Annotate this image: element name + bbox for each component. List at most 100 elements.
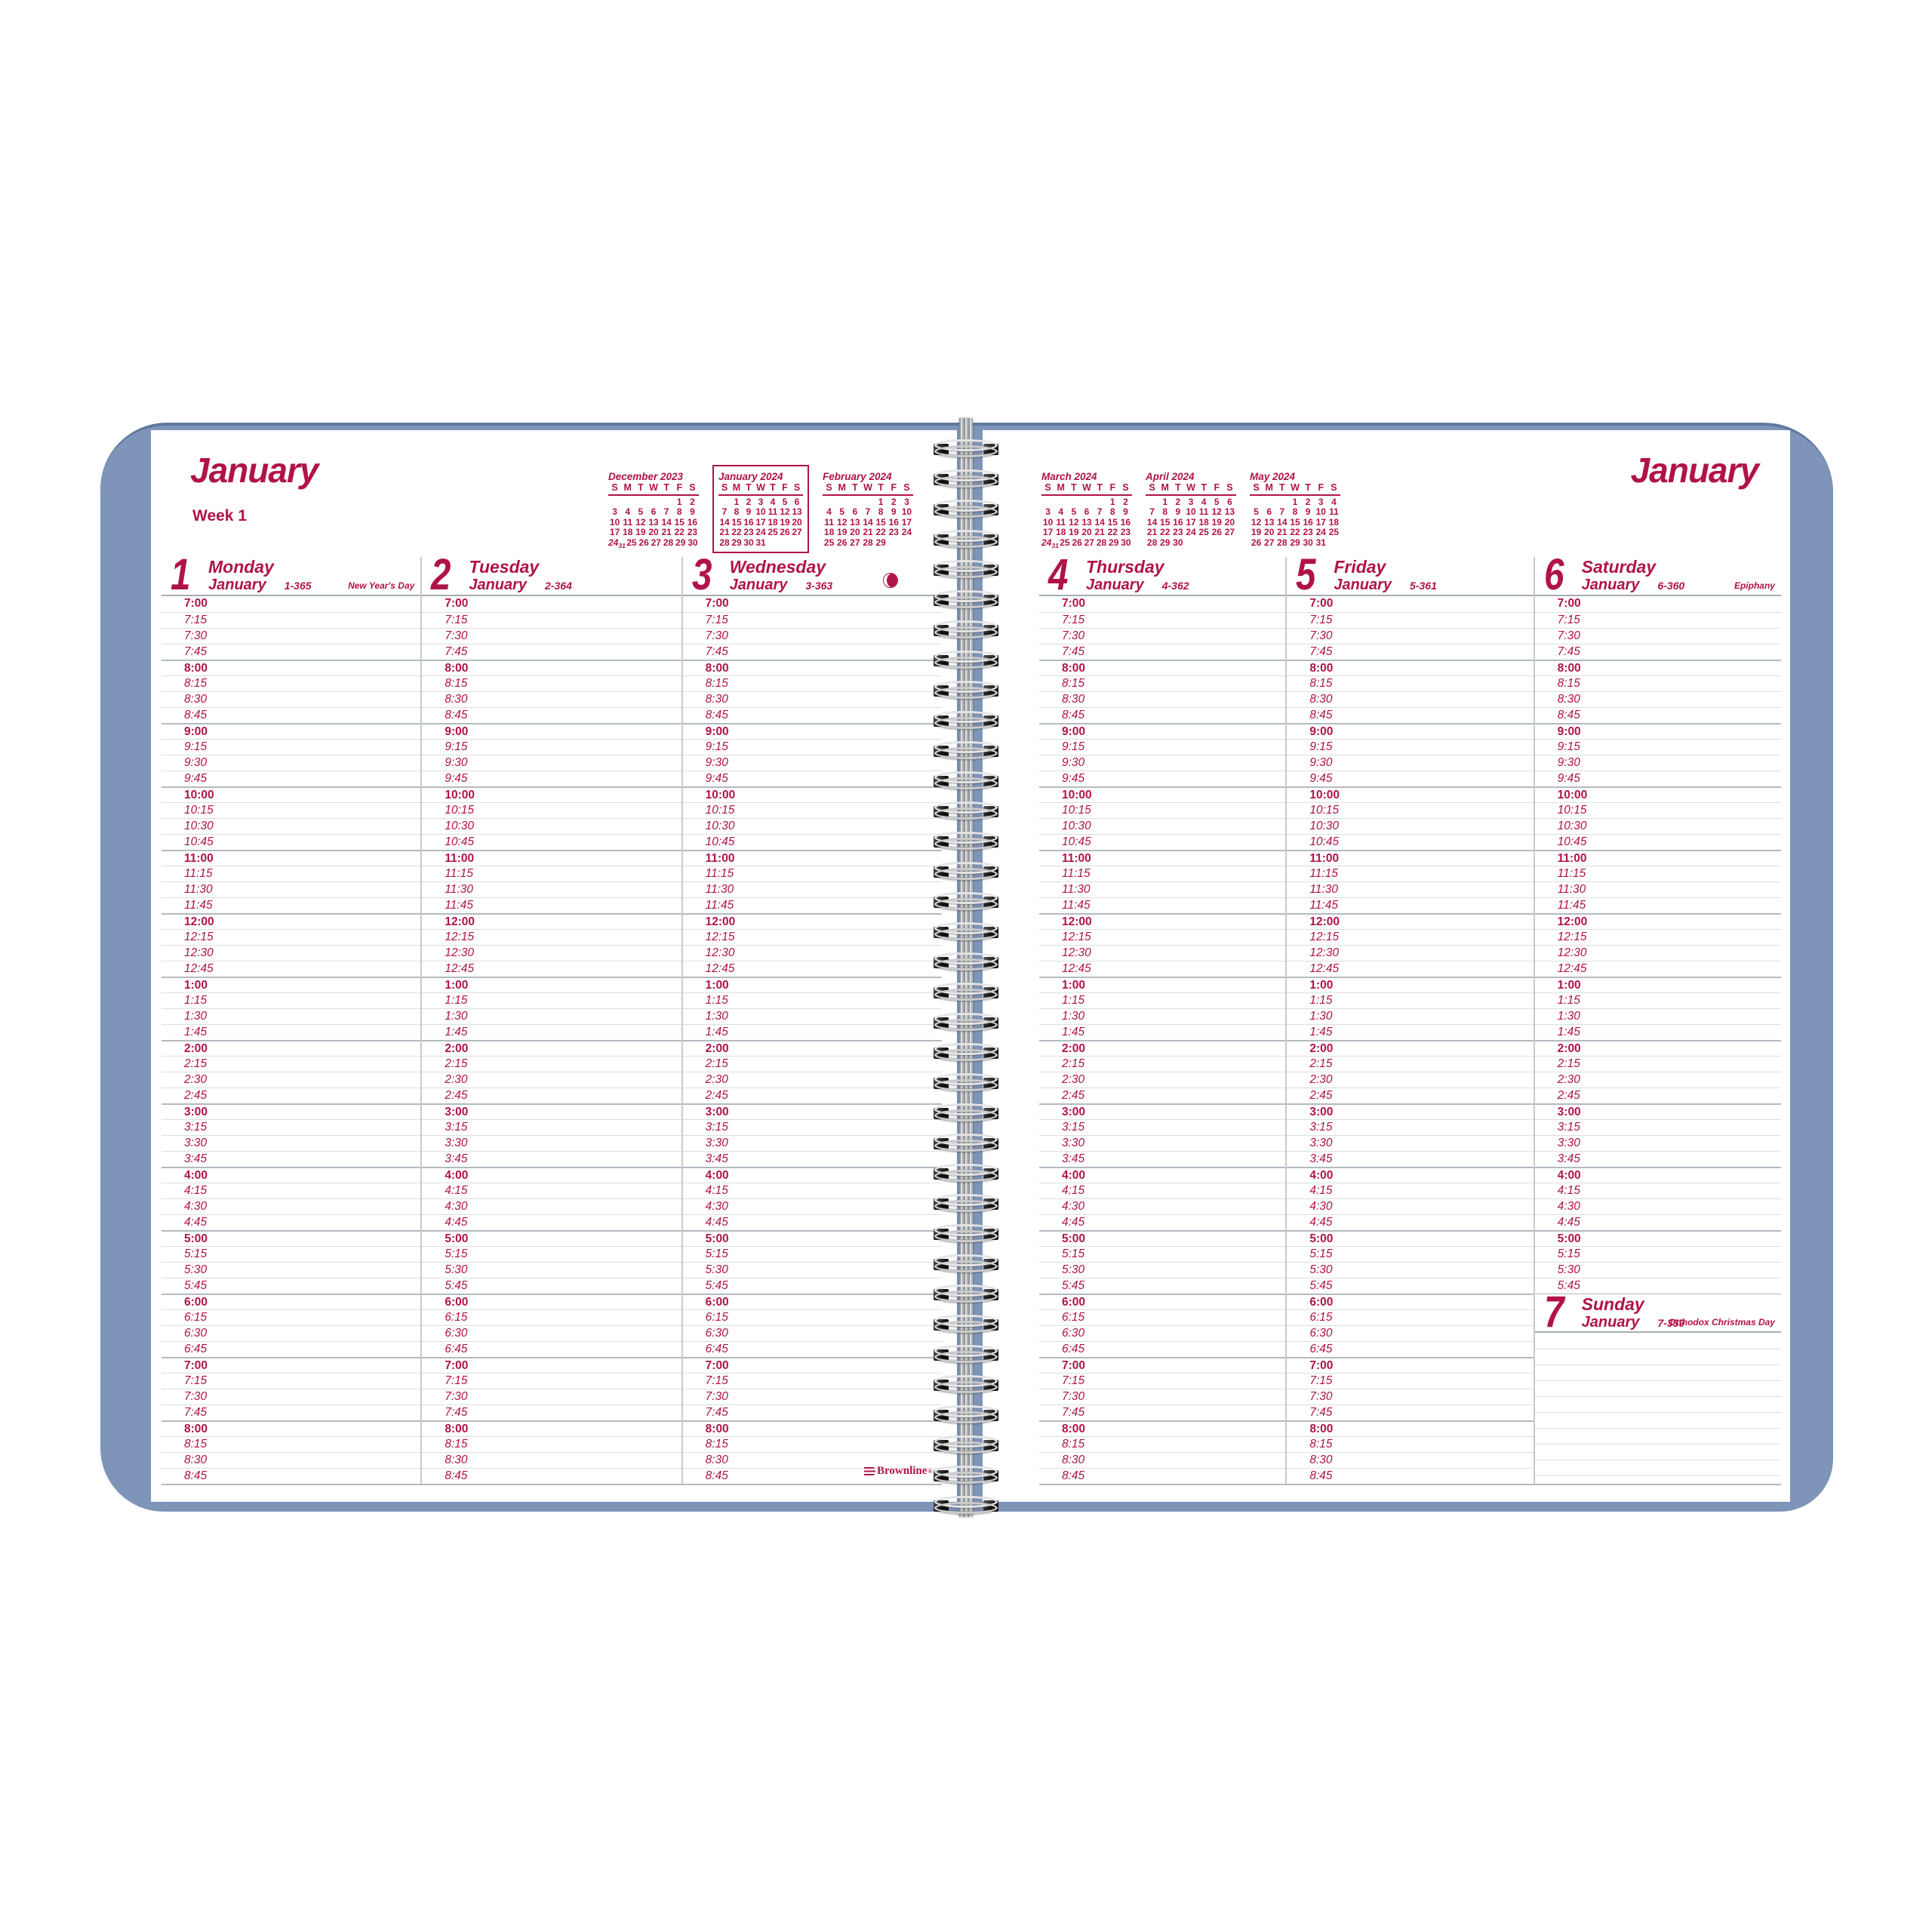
time-slot: 9:30: [162, 755, 421, 771]
mini-calendar-day: 29: [1160, 537, 1171, 548]
time-slot: 9:15: [1039, 739, 1286, 755]
day-of-year-code: 3-363: [805, 580, 833, 592]
time-slot: 7:30: [1287, 628, 1534, 644]
weekday-letter: T: [663, 482, 669, 493]
mini-calendar-day: 6: [1227, 497, 1232, 507]
time-slot: 2:15: [1287, 1056, 1534, 1072]
mini-calendar-day: [1198, 538, 1211, 548]
mini-calendar-day: [900, 538, 913, 548]
mini-calendar-day: 2: [746, 497, 752, 507]
time-slot: 8:45: [162, 1468, 421, 1484]
time-slot: 7:45: [1287, 1404, 1534, 1420]
coil-wire: [934, 596, 998, 608]
mini-calendar-day: [779, 538, 791, 548]
coil-wire: [934, 626, 998, 638]
mini-calendar-day: 8: [734, 506, 740, 518]
time-slot: 10:45: [1534, 834, 1781, 850]
time-slot: 12:45: [1039, 961, 1286, 977]
coil-loop: [934, 862, 998, 881]
coil-wire: [934, 566, 998, 578]
mini-calendar-day: 21: [1146, 527, 1158, 538]
day-header-tuesday: 2 Tuesday January 2-364: [422, 553, 681, 597]
time-slot: 3:45: [162, 1151, 421, 1167]
day-columns-left: 1 Monday January 1-365 New Year's Day 7:00 7:1…: [162, 553, 942, 1485]
mini-calendar-day: 7: [1149, 506, 1155, 518]
mini-calendar-day: 11: [623, 516, 633, 528]
coil-wire: [934, 747, 998, 759]
mini-calendar-day: 9: [891, 506, 897, 518]
time-slot: 10:00: [1287, 786, 1534, 802]
blank-row: [1534, 1460, 1781, 1475]
day-number: 5: [1296, 550, 1316, 599]
mini-calendar-week: 21 22 23 24 25 26 27: [1146, 527, 1236, 538]
mini-calendar-may-2024: May 2024 S M T W T F S 1 2 3 4 5 6 7 8 9 10 11 12 13 14 15 16 17…: [1250, 463, 1340, 548]
coil-wire: [934, 1260, 998, 1272]
time-slot: 11:15: [1039, 866, 1286, 881]
time-slot: 8:15: [1287, 1436, 1534, 1452]
mini-calendar-day: 23: [687, 527, 698, 538]
coil-wire: [934, 1502, 998, 1514]
left-page: January Week 1 December 2023 S M T W T F S 1 2 3 4 5…: [151, 430, 957, 1502]
coil-wire: [934, 1381, 998, 1393]
time-slot: 8:00: [1287, 1420, 1534, 1436]
mini-calendar-day: [1041, 497, 1054, 507]
mini-calendar-day: 28: [1146, 537, 1158, 548]
mini-calendar-day: 20: [1264, 527, 1275, 538]
mini-calendar-day: [1250, 497, 1263, 507]
time-slot: 3:00: [1534, 1103, 1781, 1119]
time-slot: 6:15: [422, 1309, 681, 1325]
mini-calendar-december-2023: December 2023 S M T W T F S 1 2 3 4 5 6 7 8 9 10 11 12 13 14 1…: [608, 463, 699, 549]
time-slot: 7:00: [1309, 597, 1334, 610]
time-slot: 8:45: [1534, 707, 1781, 723]
time-slot: 9:30: [682, 755, 942, 771]
weekday-letter: T: [770, 482, 776, 493]
weekday-letter: S: [1226, 482, 1233, 493]
time-slot: 3:45: [1287, 1151, 1534, 1167]
day-header-thursday: 4 Thursday January 4-362: [1039, 553, 1286, 597]
time-slot: 12:45: [162, 961, 421, 977]
mini-calendar-day: 10: [1315, 506, 1326, 518]
time-slot: 11:00: [1534, 850, 1781, 866]
time-slot: 8:30: [1534, 691, 1781, 707]
mini-calendar-day: 7: [663, 506, 669, 518]
time-slot: 12:30: [1287, 945, 1534, 961]
day-of-year-code: 7-359: [1657, 1317, 1685, 1329]
mini-calendar-title: February 2024: [823, 471, 892, 482]
time-slot: 1:45: [682, 1024, 942, 1040]
mini-calendar-day: 2: [1175, 497, 1181, 507]
mini-calendar-day: 17: [1315, 516, 1326, 528]
coil-loop: [934, 1194, 998, 1214]
time-slot: 11:15: [422, 866, 681, 881]
day-month: January: [1334, 577, 1392, 593]
weekday-letter: W: [1082, 482, 1091, 493]
time-slot: 8:00: [1039, 660, 1286, 675]
mini-calendar-day: 13: [792, 506, 802, 518]
mini-calendar-day: 26: [1211, 527, 1222, 538]
mini-calendar-day: 18: [623, 527, 633, 538]
mini-calendar-day: 20: [1081, 527, 1092, 538]
coil-loop: [934, 711, 998, 731]
mini-calendar-day: 20: [1224, 516, 1235, 528]
mini-calendar-day: 24: [901, 527, 912, 538]
mini-calendar-day: 6: [651, 506, 657, 518]
time-slot: 2:45: [1039, 1088, 1286, 1103]
mini-calendar-day: [634, 497, 647, 507]
weekday-letter: F: [1214, 482, 1220, 493]
day-of-year-code: 2-364: [545, 580, 572, 592]
time-slot: 7:15: [682, 1373, 942, 1389]
time-slot: 7:15: [422, 1373, 681, 1389]
day-month-row: January 2-364: [469, 577, 572, 594]
mini-calendar-day: 3: [1188, 497, 1194, 507]
time-slot: 6:30: [162, 1325, 421, 1341]
weekday-letter: S: [903, 482, 910, 493]
day-name: Sunday: [1581, 1294, 1644, 1314]
coil-loop: [934, 1435, 998, 1455]
time-slot: 9:00: [162, 723, 421, 739]
mini-calendar-day: 9: [1175, 506, 1181, 518]
mini-calendar-day: 2: [690, 497, 695, 507]
time-slot: 11:00: [682, 850, 942, 866]
mini-calendar-day: 19: [837, 527, 848, 538]
coil-wire: [934, 838, 998, 850]
